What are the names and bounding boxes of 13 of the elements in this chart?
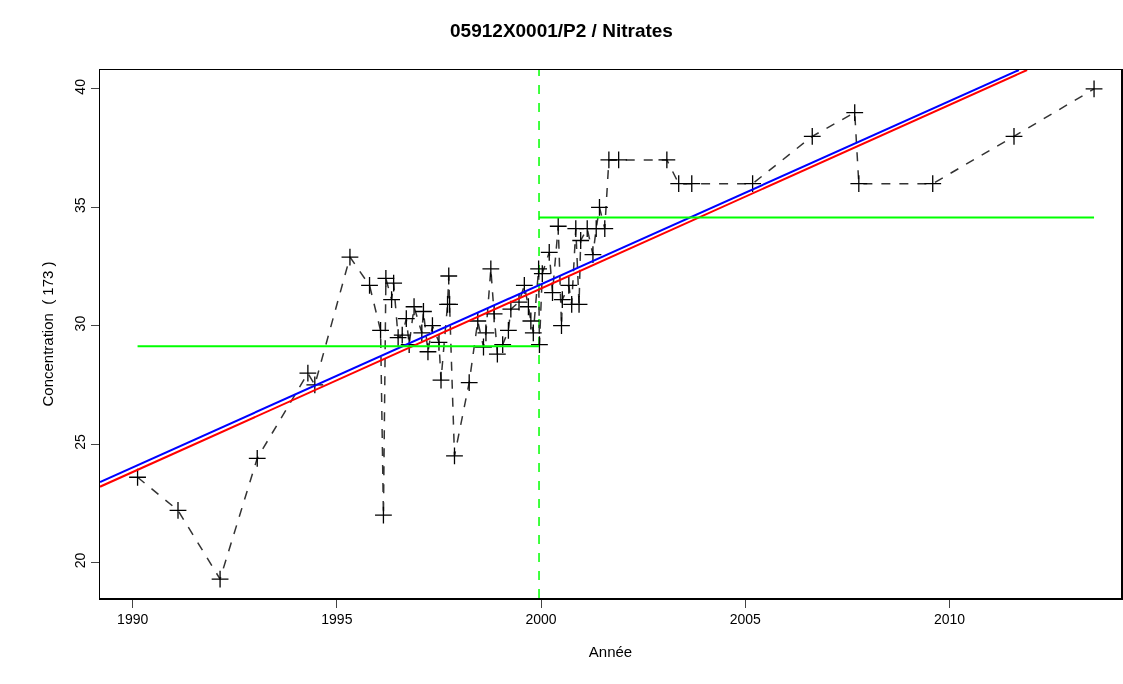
y-tick-label: 40 [71,78,88,95]
y-tick-label: 25 [71,434,88,450]
x-tick-label: 1990 [117,611,149,628]
x-tick-label: 2000 [525,611,557,628]
y-tick-label: 35 [71,197,88,214]
x-tick-label: 1995 [321,611,353,628]
x-tick-label: 2005 [729,611,762,628]
chart-title: 05912X0001/P2 / Nitrates [450,20,673,42]
y-tick-label: 30 [71,315,88,332]
x-axis-title: Année [588,643,633,661]
x-tick-label: 2010 [933,611,966,628]
y-tick-label: 20 [71,552,88,569]
y-axis-title: Concentration ( 173 ) [39,261,57,407]
